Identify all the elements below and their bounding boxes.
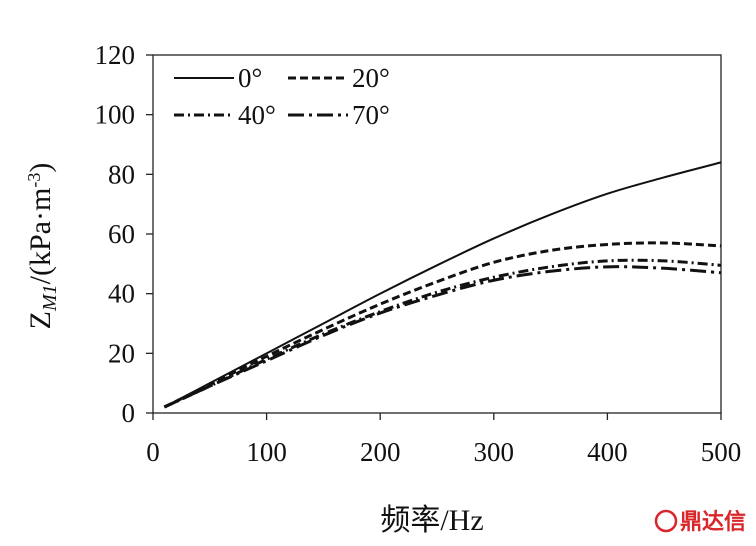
y-tick-label: 120 <box>95 40 136 70</box>
legend-label-1: 20° <box>352 63 390 93</box>
series-line-1 <box>163 241 722 409</box>
y-tick-label: 0 <box>122 398 136 428</box>
y-axis-title-sub: M1 <box>39 284 61 312</box>
y-tick-label: 40 <box>108 279 135 309</box>
y-tick-label: 20 <box>108 338 135 368</box>
y-tick-label: 80 <box>108 159 135 189</box>
y-axis-title-sup: -3 <box>24 173 44 188</box>
y-tick-label: 60 <box>108 219 135 249</box>
series-line-0 <box>163 161 722 408</box>
x-axis-title: 频率/Hz <box>380 504 483 537</box>
y-axis-title-close: ) <box>24 163 57 173</box>
legend-label-0: 0° <box>238 63 262 93</box>
x-tick-label: 0 <box>146 437 160 467</box>
legend-label-3: 70° <box>352 100 390 130</box>
watermark-text: 鼎达信 <box>680 509 746 535</box>
y-axis-title-unit: /(kPa·m <box>24 188 57 285</box>
x-tick-label: 400 <box>587 437 628 467</box>
x-tick-label: 300 <box>474 437 515 467</box>
series-line-2 <box>163 258 722 409</box>
y-axis-title-main: Z <box>24 311 57 329</box>
legend-label-2: 40° <box>238 100 276 130</box>
watermark-logo-icon <box>654 509 678 533</box>
x-tick-label: 500 <box>701 437 742 467</box>
x-tick-label: 200 <box>360 437 401 467</box>
y-axis-title: ZM1/(kPa·m-3) <box>24 163 61 330</box>
series-line-3 <box>163 265 722 409</box>
x-tick-label: 100 <box>246 437 287 467</box>
watermark-logo: 鼎达信 <box>654 509 746 535</box>
y-tick-label: 100 <box>95 100 136 130</box>
